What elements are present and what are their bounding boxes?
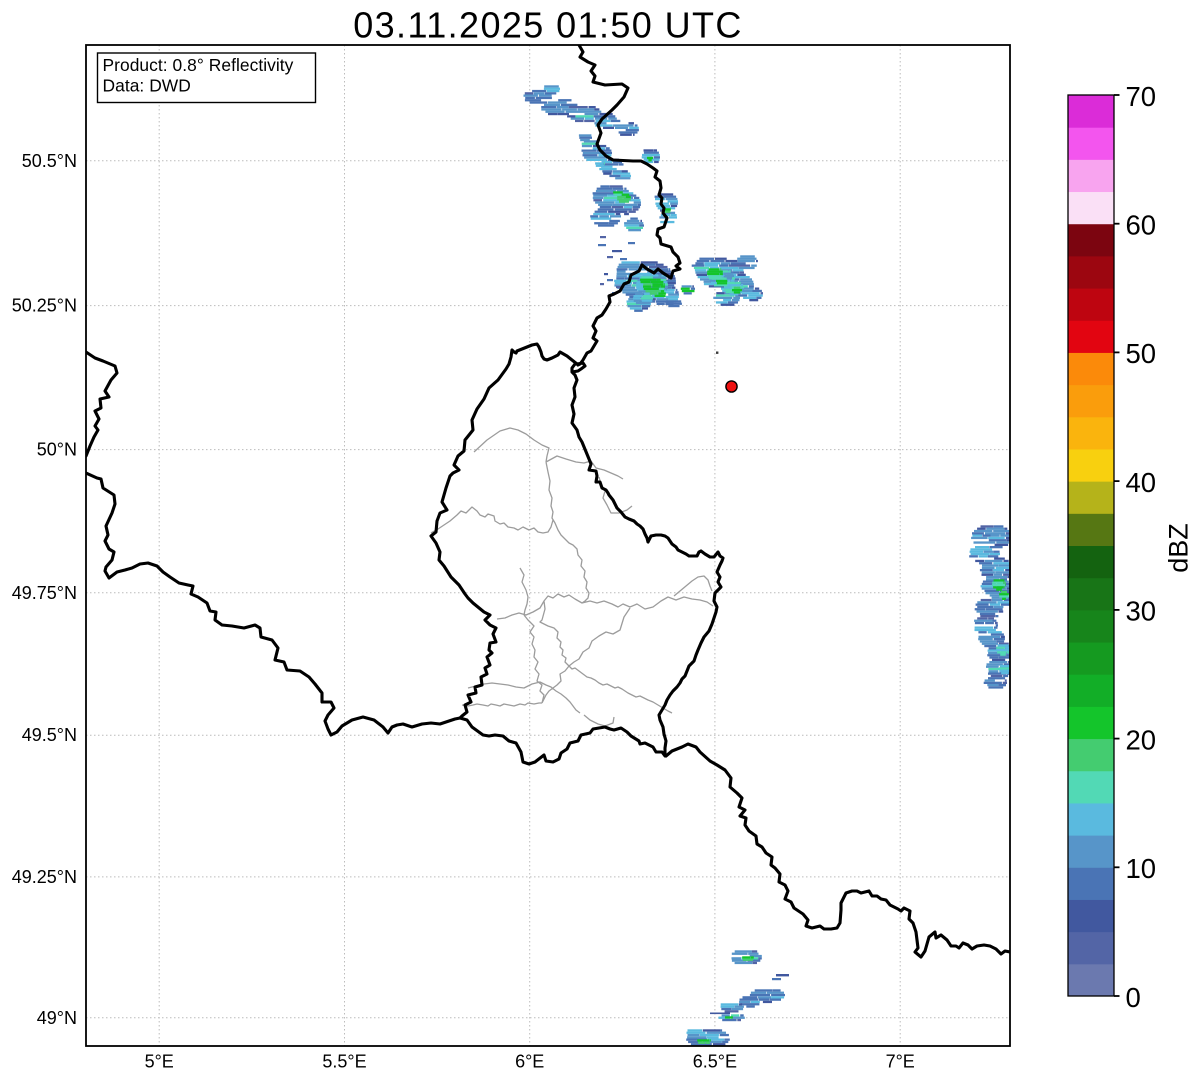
svg-text:7°E: 7°E xyxy=(886,1052,915,1072)
svg-text:5°E: 5°E xyxy=(145,1052,174,1072)
svg-text:50: 50 xyxy=(1126,338,1157,369)
svg-text:70: 70 xyxy=(1126,81,1157,112)
svg-text:40: 40 xyxy=(1126,467,1157,498)
svg-text:20: 20 xyxy=(1126,724,1157,755)
svg-text:6°E: 6°E xyxy=(515,1052,544,1072)
svg-text:Data: DWD: Data: DWD xyxy=(103,76,191,96)
svg-text:49.25°N: 49.25°N xyxy=(12,867,77,887)
svg-text:10: 10 xyxy=(1126,853,1157,884)
svg-text:50°N: 50°N xyxy=(37,440,77,460)
svg-text:dBZ: dBZ xyxy=(1164,523,1194,573)
svg-text:49°N: 49°N xyxy=(37,1008,77,1028)
svg-text:50.25°N: 50.25°N xyxy=(12,296,77,316)
svg-text:6.5°E: 6.5°E xyxy=(693,1052,737,1072)
svg-text:60: 60 xyxy=(1126,210,1157,241)
svg-text:5.5°E: 5.5°E xyxy=(322,1052,366,1072)
svg-text:03.11.2025 01:50 UTC: 03.11.2025 01:50 UTC xyxy=(353,5,743,46)
svg-text:0: 0 xyxy=(1126,982,1141,1013)
svg-text:49.5°N: 49.5°N xyxy=(22,725,77,745)
svg-text:49.75°N: 49.75°N xyxy=(12,583,77,603)
svg-text:30: 30 xyxy=(1126,596,1157,627)
svg-text:Product: 0.8° Reflectivity: Product: 0.8° Reflectivity xyxy=(103,55,294,75)
svg-text:50.5°N: 50.5°N xyxy=(22,151,77,171)
